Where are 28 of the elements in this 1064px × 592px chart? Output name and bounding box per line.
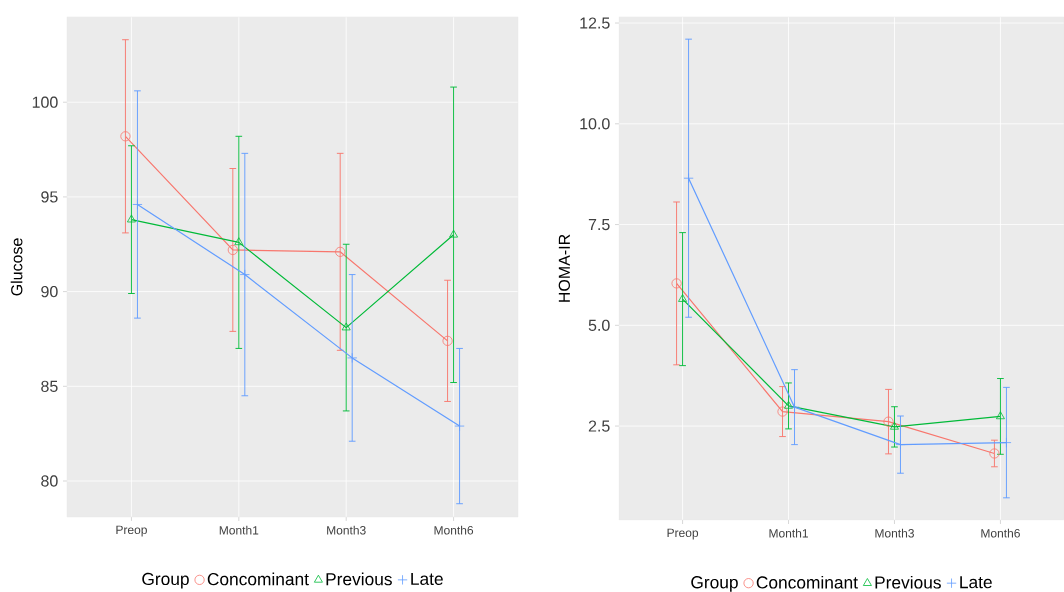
legend-title: Group	[142, 572, 189, 589]
y-tick-label: 7.5	[588, 218, 610, 231]
legend-label: Concominant	[756, 575, 858, 589]
y-tick-label: 95	[41, 191, 58, 203]
y-tick-label: 90	[41, 285, 58, 298]
y-tick-label: 80	[41, 475, 58, 487]
x-tick-label: Month6	[434, 525, 474, 535]
y-tick-label: 100	[32, 96, 58, 108]
x-tick-label: Month1	[219, 525, 259, 535]
x-tick-label: Month6	[981, 528, 1020, 538]
legend-label: Late	[411, 572, 443, 585]
x-tick-label: Preop	[116, 525, 147, 537]
y-tick-label: 10.0	[580, 118, 610, 130]
x-tick-label: Preop	[667, 528, 699, 540]
x-tick-label: Month3	[327, 525, 366, 535]
y-tick-label: 85	[41, 380, 58, 392]
legend-label: Previous	[326, 572, 392, 586]
y-tick-label: 12.5	[580, 17, 610, 29]
legend-label: Late	[960, 576, 992, 589]
legend-label: Previous	[875, 575, 941, 589]
legend-title: Group	[691, 576, 738, 592]
y-axis-title: HOMA-IR	[558, 234, 570, 302]
legend-label: Concominant	[207, 572, 309, 586]
y-tick-label: 5.0	[588, 319, 610, 331]
x-tick-label: Month3	[875, 528, 914, 538]
x-tick-label: Month1	[769, 528, 808, 538]
y-tick-label: 2.5	[588, 420, 610, 432]
y-axis-title: Glucose	[10, 238, 23, 296]
